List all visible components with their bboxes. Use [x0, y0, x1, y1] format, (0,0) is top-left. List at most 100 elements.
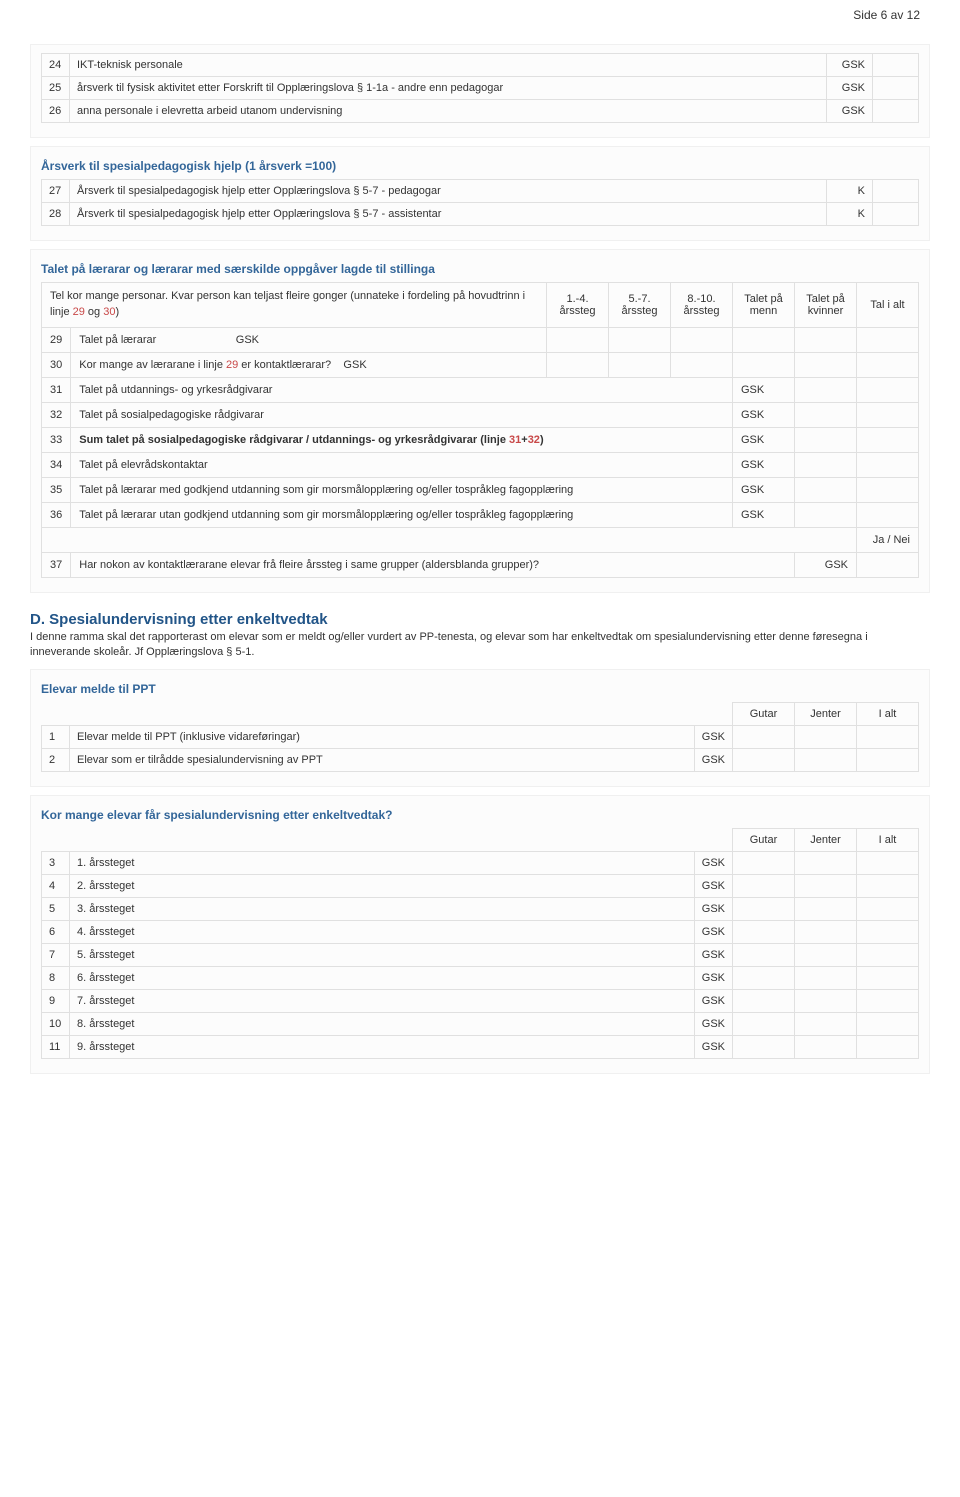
- row-tag: GSK: [733, 477, 795, 502]
- cell-empty: [857, 920, 919, 943]
- cell-empty: [795, 874, 857, 897]
- row-label: Talet på elevrådskontaktar: [71, 452, 733, 477]
- cell-empty: [733, 989, 795, 1012]
- row-tag: GSK: [694, 851, 732, 874]
- row-tag: GSK: [694, 989, 732, 1012]
- block-enkeltvedtak: Kor mange elevar får spesialundervisning…: [30, 795, 930, 1074]
- cell-empty: [857, 725, 919, 748]
- row-label: 7. årssteget: [70, 989, 695, 1012]
- row-tag: GSK: [733, 502, 795, 527]
- cell-empty: [733, 874, 795, 897]
- table-row: 29 Talet på lærarar GSK: [42, 327, 919, 352]
- row-tag: GSK: [733, 427, 795, 452]
- table-row: 33 Sum talet på sosialpedagogiske rådgiv…: [42, 427, 919, 452]
- table-row: 97. årsstegetGSK: [42, 989, 919, 1012]
- cell-empty: [733, 1035, 795, 1058]
- block-title: Årsverk til spesialpedagogisk hjelp (1 å…: [41, 155, 919, 179]
- row-number: 6: [42, 920, 70, 943]
- row-label: Talet på lærarar utan godkjend utdanning…: [71, 502, 733, 527]
- row-label-b: ): [540, 434, 544, 446]
- cell-empty: [857, 851, 919, 874]
- cell-empty: [795, 943, 857, 966]
- row-label: IKT-teknisk personale: [70, 54, 827, 77]
- row-number: 8: [42, 966, 70, 989]
- row-link-31: 31: [509, 434, 521, 446]
- row-label-b: er kontaktlærarar?: [238, 359, 331, 371]
- janei-head: Ja / Nei: [857, 527, 919, 552]
- table-row: 25 årsverk til fysisk aktivitet etter Fo…: [42, 77, 919, 100]
- row-number: 29: [42, 327, 71, 352]
- cell-empty: [694, 828, 732, 851]
- cell-empty: [857, 874, 919, 897]
- row-label: Årsverk til spesialpedagogisk hjelp ette…: [70, 180, 827, 203]
- row-label: 8. årssteget: [70, 1012, 695, 1035]
- cell-empty: [70, 828, 695, 851]
- row-number: 32: [42, 402, 71, 427]
- row-number: 3: [42, 851, 70, 874]
- intro-link-30: 30: [103, 306, 115, 318]
- cell-empty: [671, 352, 733, 377]
- cell-empty: [671, 327, 733, 352]
- cell-empty: [70, 702, 695, 725]
- cell-empty: [694, 702, 732, 725]
- row-number: 9: [42, 989, 70, 1012]
- cell-empty: [795, 1035, 857, 1058]
- row-number: 25: [42, 77, 70, 100]
- row-number: 1: [42, 725, 70, 748]
- table-row: 119. årsstegetGSK: [42, 1035, 919, 1058]
- intro-c: ): [115, 306, 119, 318]
- row-number: 28: [42, 203, 70, 226]
- row-tag: GSK: [733, 377, 795, 402]
- cell-empty: [873, 100, 919, 123]
- table-row: 24 IKT-teknisk personale GSK: [42, 54, 919, 77]
- intro-b: og: [85, 306, 103, 318]
- row-label: 6. årssteget: [70, 966, 695, 989]
- row-label: Talet på sosialpedagogiske rådgivarar: [71, 402, 733, 427]
- row-number: 11: [42, 1035, 70, 1058]
- cell-empty: [795, 920, 857, 943]
- table-header-row: Gutar Jenter I alt: [42, 702, 919, 725]
- row-number: 27: [42, 180, 70, 203]
- cell-empty: [733, 851, 795, 874]
- row-label: Talet på lærarar med godkjend utdanning …: [71, 477, 733, 502]
- cell-empty: [857, 502, 919, 527]
- row-link-29: 29: [226, 359, 238, 371]
- row-number: 31: [42, 377, 71, 402]
- cell-empty: [733, 1012, 795, 1035]
- row-number: 35: [42, 477, 71, 502]
- table-row: 32 Talet på sosialpedagogiske rådgivarar…: [42, 402, 919, 427]
- cell-empty: [547, 352, 609, 377]
- cell-empty: [795, 502, 857, 527]
- table-row: 26 anna personale i elevretta arbeid uta…: [42, 100, 919, 123]
- row-number: 34: [42, 452, 71, 477]
- cell-empty: [857, 327, 919, 352]
- row-number: 30: [42, 352, 71, 377]
- cell-empty: [795, 452, 857, 477]
- row-label: 5. årssteget: [70, 943, 695, 966]
- cell-empty: [733, 920, 795, 943]
- row-label: årsverk til fysisk aktivitet etter Forsk…: [70, 77, 827, 100]
- table-enkeltvedtak: Gutar Jenter I alt 31. årsstegetGSK42. å…: [41, 828, 919, 1059]
- table-row: 108. årsstegetGSK: [42, 1012, 919, 1035]
- row-tag: GSK: [827, 54, 873, 77]
- cell-empty: [857, 989, 919, 1012]
- row-number: 5: [42, 897, 70, 920]
- table-row: 1 Elevar melde til PPT (inklusive vidare…: [42, 725, 919, 748]
- row-tag: GSK: [694, 1035, 732, 1058]
- table-row: 35 Talet på lærarar med godkjend utdanni…: [42, 477, 919, 502]
- cell-empty: [857, 552, 919, 577]
- intro-link-29: 29: [73, 306, 85, 318]
- table-header-row: Gutar Jenter I alt: [42, 828, 919, 851]
- cell-empty: [795, 897, 857, 920]
- row-label-text: Talet på lærarar: [79, 334, 156, 346]
- cell-empty: [873, 203, 919, 226]
- cell-empty: [857, 1035, 919, 1058]
- cell-empty: [609, 352, 671, 377]
- cell-empty: [795, 851, 857, 874]
- row-tag: GSK: [694, 748, 732, 771]
- intro-cell: Tel kor mange personar. Kvar person kan …: [42, 283, 547, 328]
- row-label: Talet på utdannings- og yrkesrådgivarar: [71, 377, 733, 402]
- cell-empty: [547, 327, 609, 352]
- row-tag: GSK: [694, 920, 732, 943]
- page-number: Side 6 av 12: [0, 0, 960, 36]
